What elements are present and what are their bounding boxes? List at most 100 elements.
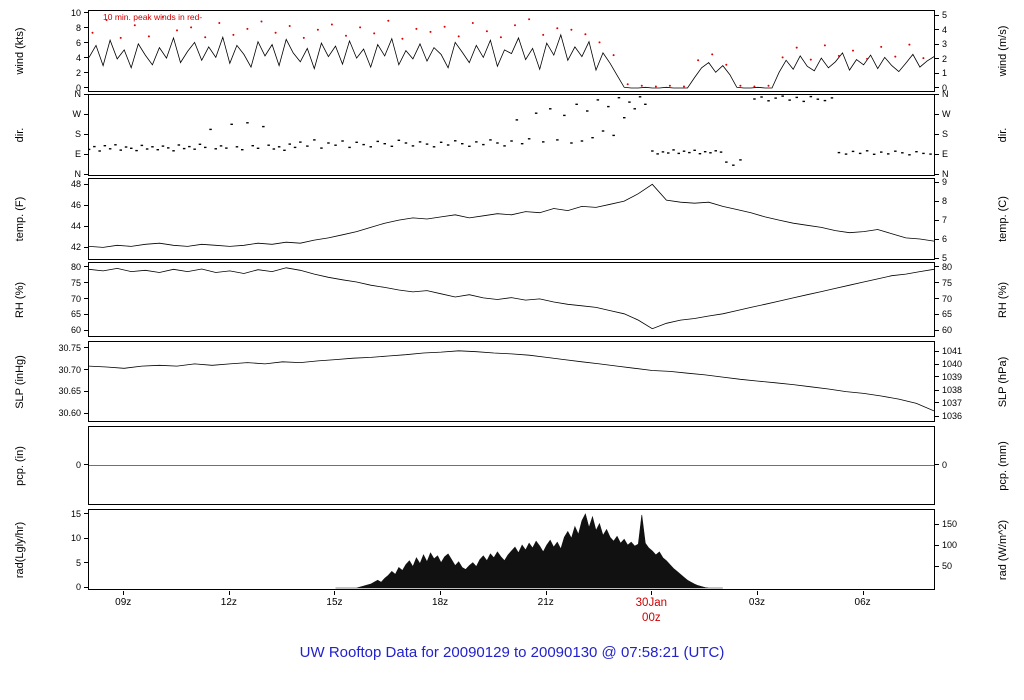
tick-mark xyxy=(84,266,88,268)
slp-left-tick: 30.75 xyxy=(58,343,88,353)
tick-label: 4 xyxy=(75,52,81,63)
wind-direction-point xyxy=(549,108,552,110)
wind-direction-point xyxy=(661,151,665,153)
slp-right-tick: 1040 xyxy=(935,359,962,369)
wind-direction-point xyxy=(225,147,228,149)
sea-level-pressure-series xyxy=(89,350,934,412)
pressure-right-axis-label: SLP (hPa) xyxy=(997,356,1009,407)
rad-left-tick: 15 xyxy=(71,509,88,519)
wind-direction-point xyxy=(725,161,728,163)
peak-wind-dot xyxy=(584,33,587,36)
tick-mark xyxy=(84,513,88,515)
wind-direction-point xyxy=(293,146,297,149)
wind-direction-point xyxy=(475,141,478,143)
wind-direction-point xyxy=(570,142,573,144)
x-tick-label: 15z xyxy=(326,597,343,608)
direction-left-axis-label: dir. xyxy=(14,127,26,143)
wind-direction-point xyxy=(527,138,531,140)
peak-wind-dot xyxy=(161,16,164,18)
wind-direction-point xyxy=(124,146,128,148)
tick-label: 70 xyxy=(70,293,81,304)
wind-direction-point xyxy=(607,105,610,108)
wind-direction-point xyxy=(439,141,443,143)
tick-label: 0 xyxy=(942,459,948,470)
tick-mark xyxy=(935,219,939,221)
wind-right-tick: 1 xyxy=(935,68,947,78)
wind-direction-point xyxy=(719,151,723,153)
tick-label: 0 xyxy=(75,582,81,593)
wind-direction-point xyxy=(628,101,631,103)
tick-mark xyxy=(84,57,88,59)
tick-mark xyxy=(935,266,939,268)
x-tick-label: 06z xyxy=(854,597,871,608)
radiation-plot-area xyxy=(88,509,935,590)
humidity-right-ticks: 60 65 70 75 80 xyxy=(935,262,983,337)
wind-direction-point xyxy=(788,99,791,101)
wind-direction-point xyxy=(651,150,654,152)
radiation-left-axis-label: rad(Lgly/hr) xyxy=(14,521,26,578)
wind-direction-point xyxy=(534,112,538,114)
wind-direction-point xyxy=(767,100,770,102)
temperature-right-axis-label: temp. (C) xyxy=(997,196,1009,242)
temp-left-tick: 46 xyxy=(71,200,88,210)
tick-label: 1 xyxy=(942,68,948,79)
tick-label: 2 xyxy=(942,53,948,64)
tick-label: W xyxy=(72,109,82,119)
peak-wind-dot xyxy=(683,85,685,88)
wind-direction-point xyxy=(503,145,506,147)
date-marker-hour: 00z xyxy=(642,612,661,624)
date-marker: 30Jan 00z xyxy=(611,596,691,626)
wind-speed-series xyxy=(89,33,934,89)
wind-direction-point xyxy=(446,144,450,146)
tick-mark xyxy=(935,415,939,417)
tick-label: 30.65 xyxy=(58,386,81,397)
temperature-right-ticks: 5 6 7 8 9 xyxy=(935,177,983,263)
dir-right-tick: N xyxy=(935,89,949,99)
wind-direction-point xyxy=(880,151,883,153)
wind-direction-point xyxy=(130,147,133,149)
rh-left-tick: 80 xyxy=(71,262,88,272)
precip-plot-area xyxy=(88,426,935,505)
peak-wind-dot xyxy=(866,57,869,60)
tick-label: 44 xyxy=(70,221,81,232)
tick-mark xyxy=(84,204,88,206)
wind-direction-point xyxy=(714,150,717,152)
tick-mark xyxy=(84,173,88,175)
tick-mark xyxy=(84,537,88,539)
tick-mark xyxy=(935,363,939,365)
peak-wind-dot xyxy=(654,85,657,88)
peak-wind-dot xyxy=(880,45,883,48)
peak-wind-dot xyxy=(922,57,925,60)
rad-right-tick: 50 xyxy=(935,561,952,571)
tick-mark xyxy=(935,257,939,259)
tick-mark xyxy=(84,347,88,349)
tick-label: 10 xyxy=(70,533,81,544)
tick-mark xyxy=(935,200,939,202)
peak-wind-dot xyxy=(852,49,854,52)
wind-direction-point xyxy=(320,147,323,149)
peak-wind-dot xyxy=(443,25,446,28)
tick-label: 48 xyxy=(70,179,81,190)
wind-direction-point xyxy=(575,103,578,105)
wind-direction-point xyxy=(327,142,330,144)
wind-direction-point xyxy=(556,139,559,141)
rh-left-tick: 75 xyxy=(71,278,88,288)
slp-chart xyxy=(89,350,934,412)
tick-label: 50 xyxy=(942,561,953,572)
temp-right-tick: 9 xyxy=(935,177,947,187)
wind-direction-point xyxy=(542,141,545,143)
tick-mark xyxy=(935,238,939,240)
rh-left-tick: 70 xyxy=(71,294,88,304)
tick-label: S xyxy=(74,129,81,139)
peak-wind-dot xyxy=(514,24,516,27)
wind-direction-point xyxy=(425,143,429,145)
tick-label: E xyxy=(942,149,949,159)
wind-direction-point xyxy=(230,123,233,125)
wind-direction-point xyxy=(214,148,217,150)
dir-left-tick: N xyxy=(75,169,88,179)
peak-wind-dot xyxy=(345,34,347,37)
tick-label: 1036 xyxy=(942,411,963,422)
peak-wind-dot xyxy=(373,32,376,35)
tick-label: 5 xyxy=(75,557,81,568)
